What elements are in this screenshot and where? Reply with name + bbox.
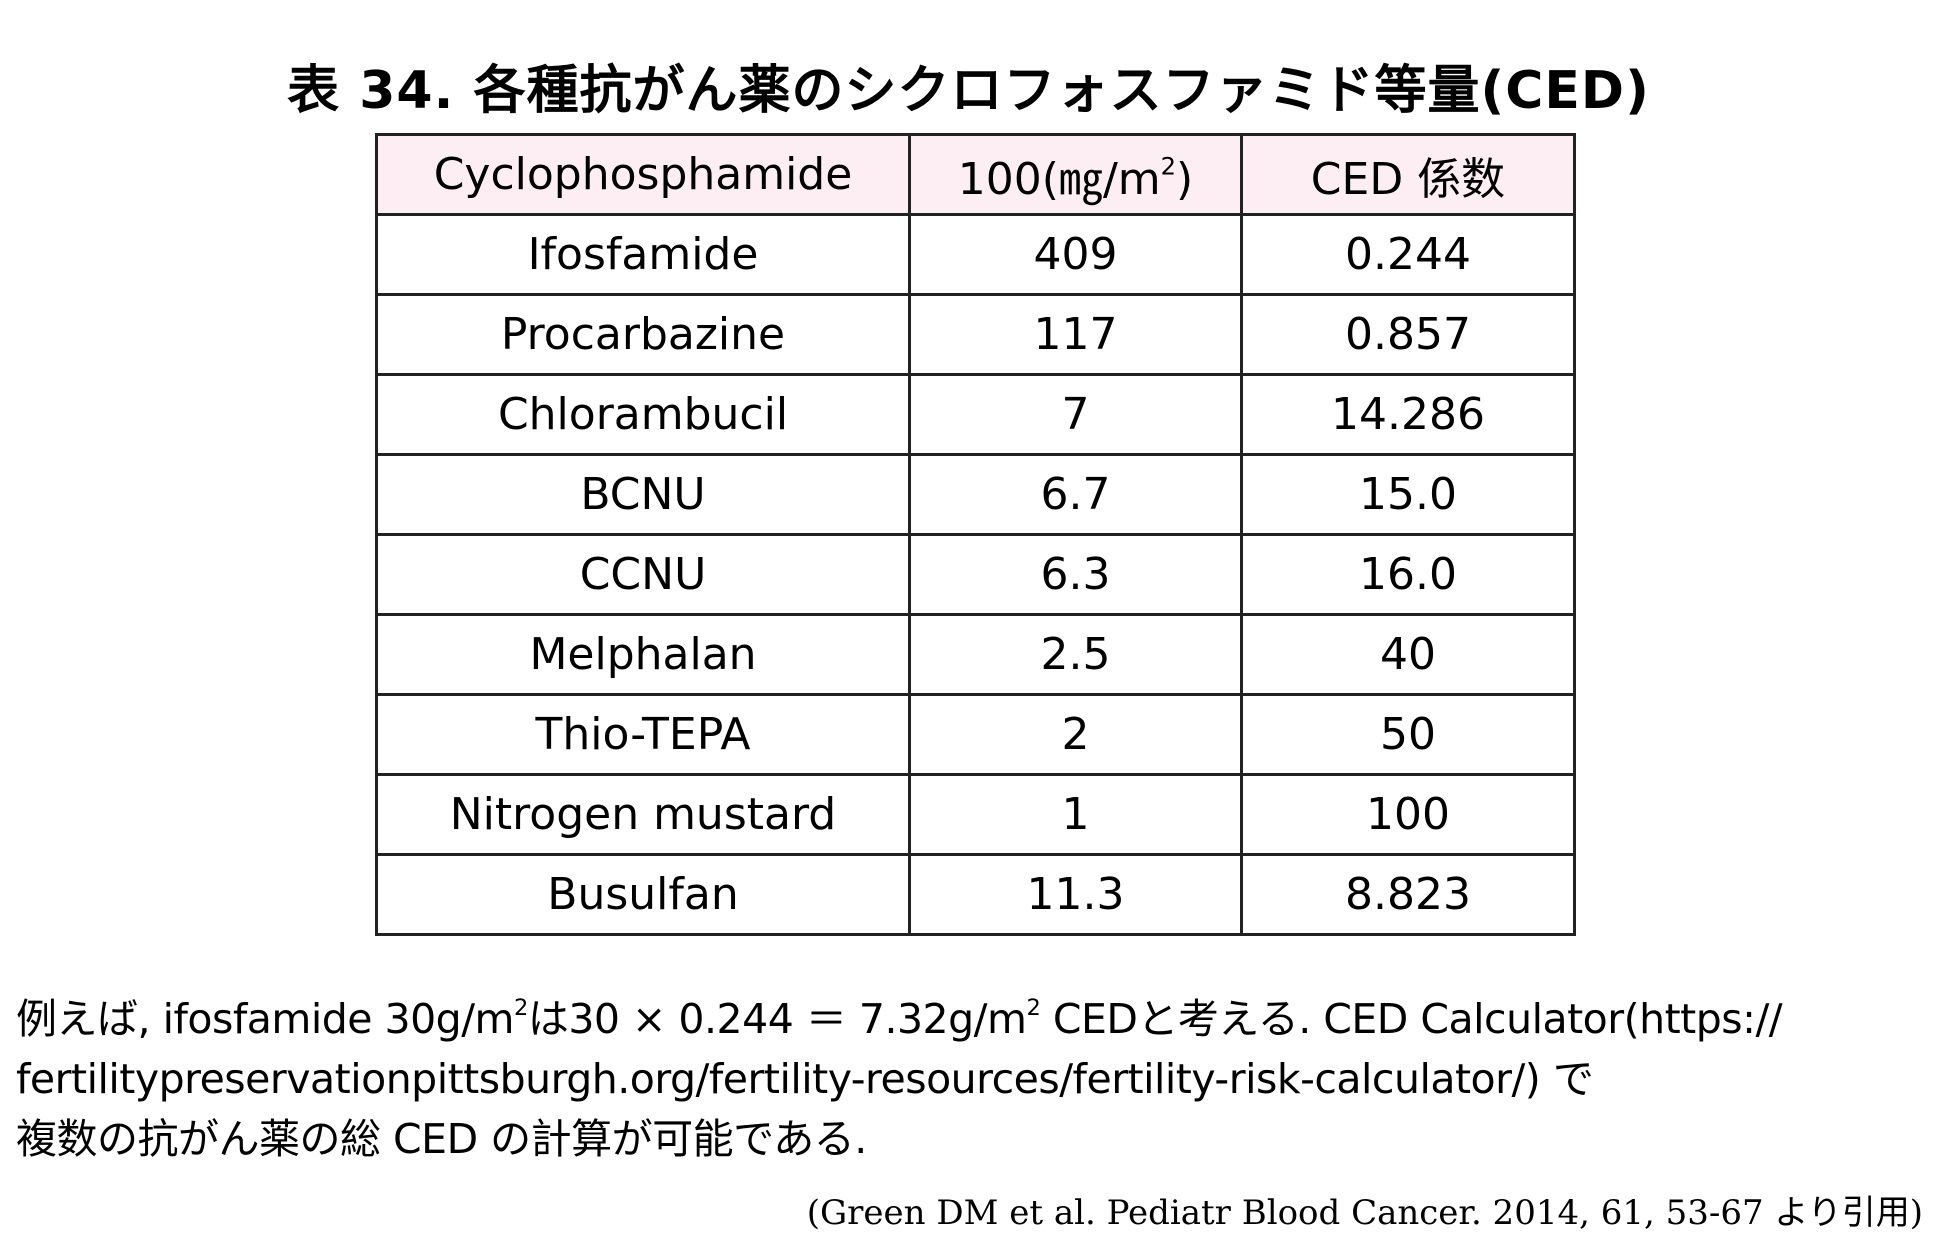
table-row: Thio-TEPA 2 50 [375, 693, 1576, 776]
table-cell: Busulfan [375, 853, 911, 936]
note-text: は30 × 0.244 ＝ 7.32g/m [527, 995, 1027, 1043]
superscript: 2 [1160, 152, 1177, 181]
table-row: Nitrogen mustard 1 100 [375, 773, 1576, 856]
table-row: Chlorambucil 7 14.286 [375, 373, 1576, 456]
header-row: Cyclophosphamide 100(㎎/m2) CED 係数 [375, 133, 1576, 216]
table-row: Procarbazine 117 0.857 [375, 293, 1576, 376]
header-cell: CED 係数 [1240, 133, 1576, 216]
header-text: ) [1176, 153, 1194, 205]
note-line: 複数の抗がん薬の総 CED の計算が可能である. [16, 1115, 867, 1163]
header-cell: Cyclophosphamide [375, 133, 911, 216]
table-cell: Nitrogen mustard [375, 773, 911, 856]
table-row: CCNU 6.3 16.0 [375, 533, 1576, 616]
table-cell: 7 [908, 373, 1243, 456]
table-cell: 100 [1240, 773, 1576, 856]
table-row: BCNU 6.7 15.0 [375, 453, 1576, 536]
table-cell: 6.3 [908, 533, 1243, 616]
citation: (Green DM et al. Pediatr Blood Cancer. 2… [806, 1193, 1923, 1233]
table-cell: 2.5 [908, 613, 1243, 696]
table-cell: BCNU [375, 453, 911, 536]
table-cell: 117 [908, 293, 1243, 376]
note-text: CEDと考える. CED Calculator(https:// [1040, 995, 1783, 1043]
table-cell: 50 [1240, 693, 1576, 776]
table-cell: 15.0 [1240, 453, 1576, 536]
note-text: 例えば, ifosfamide 30g/m [16, 995, 514, 1043]
table-cell: 409 [908, 213, 1243, 296]
table-row: Ifosfamide 409 0.244 [375, 213, 1576, 296]
table-cell: Procarbazine [375, 293, 911, 376]
table-cell: 6.7 [908, 453, 1243, 536]
table-cell: 11.3 [908, 853, 1243, 936]
table-cell: 0.857 [1240, 293, 1576, 376]
table-row: Melphalan 2.5 40 [375, 613, 1576, 696]
table-cell: 2 [908, 693, 1243, 776]
table-cell: 1 [908, 773, 1243, 856]
header-cell: 100(㎎/m2) [908, 133, 1243, 216]
table-cell: Thio-TEPA [375, 693, 911, 776]
table-cell: 8.823 [1240, 853, 1576, 936]
table-cell: 40 [1240, 613, 1576, 696]
table-cell: Ifosfamide [375, 213, 911, 296]
table-row: Busulfan 11.3 8.823 [375, 853, 1576, 936]
table-cell: 14.286 [1240, 373, 1576, 456]
superscript: 2 [513, 994, 528, 1021]
table-cell: 16.0 [1240, 533, 1576, 616]
note-line: fertilitypreservationpittsburgh.org/fert… [16, 1055, 1594, 1103]
note-line: 例えば, ifosfamide 30g/m2は30 × 0.244 ＝ 7.32… [16, 985, 1783, 1045]
ced-table: Cyclophosphamide 100(㎎/m2) CED 係数 Ifosfa… [375, 133, 1576, 936]
header-text: 100(㎎/m [957, 153, 1161, 205]
superscript: 2 [1026, 994, 1041, 1021]
table-cell: 0.244 [1240, 213, 1576, 296]
table-cell: Melphalan [375, 613, 911, 696]
table-cell: CCNU [375, 533, 911, 616]
table-cell: Chlorambucil [375, 373, 911, 456]
table-title: 表 34. 各種抗がん薬のシクロフォスファミド等量(CED) [287, 61, 1650, 121]
